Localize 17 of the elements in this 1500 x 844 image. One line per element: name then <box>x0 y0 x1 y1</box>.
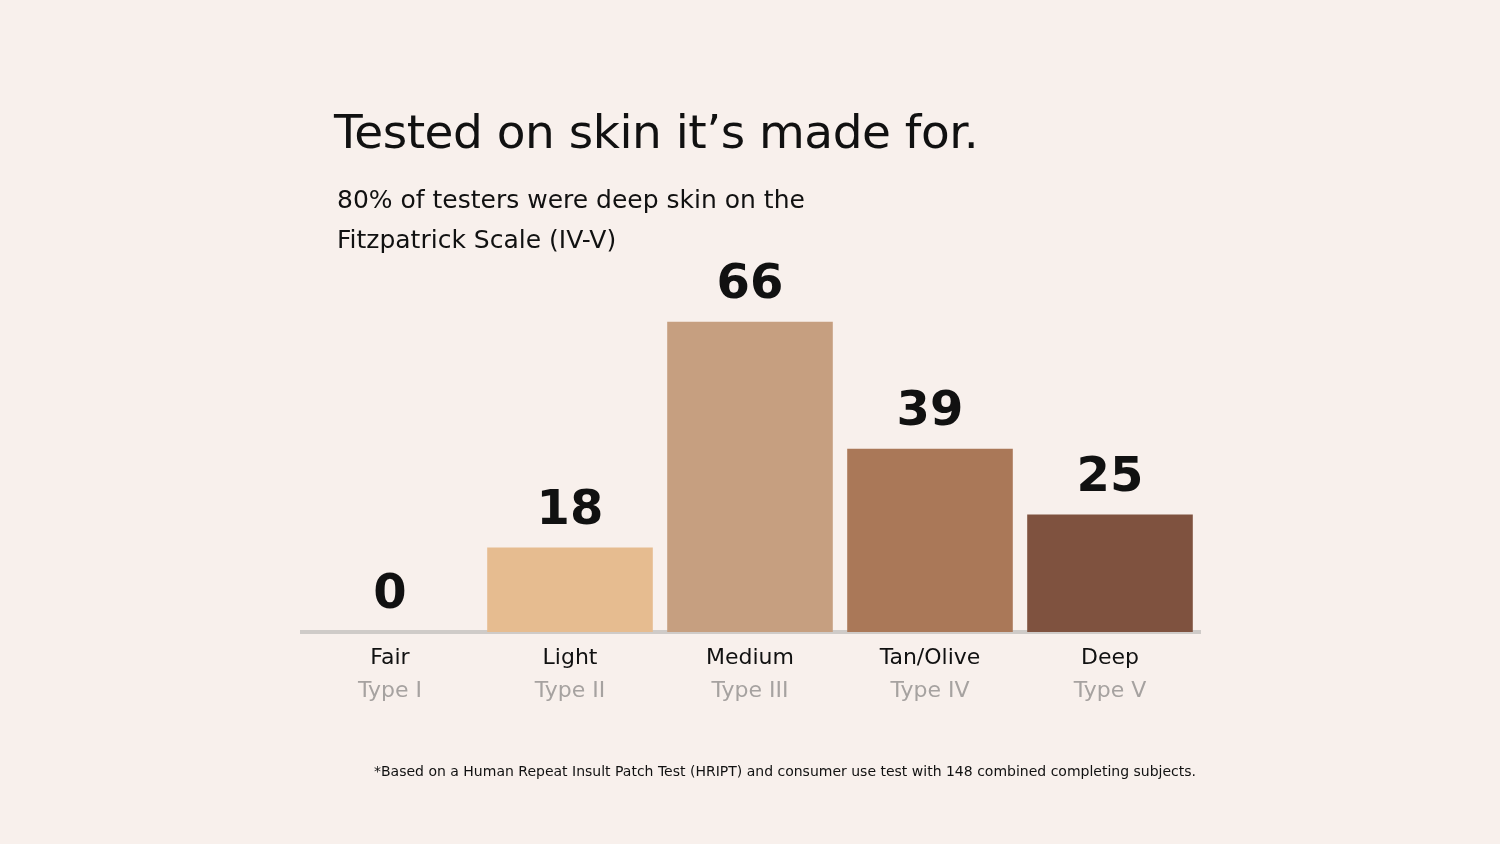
data-label: 66 <box>716 253 784 310</box>
data-label: 39 <box>896 380 964 437</box>
data-label: 25 <box>1076 445 1144 502</box>
x-tick-label: Tan/Olive Type IV <box>878 644 981 703</box>
x-tick-label: Medium Type III <box>706 644 794 703</box>
bar <box>667 321 833 632</box>
x-tick-label: Fair Type I <box>356 644 423 703</box>
x-tick-label: Deep Type V <box>1072 644 1147 703</box>
bar <box>847 448 1013 632</box>
text: *Based on a Human Repeat Insult Patch Test (HRIPT) and consumer use test with 148 combined completing subjects. <box>373 763 1197 779</box>
bar <box>1027 514 1193 632</box>
data-label: 0 <box>373 563 407 620</box>
chart-title: Tested on skin it’s made for. <box>334 104 979 159</box>
data-label: 18 <box>536 478 604 535</box>
x-tick-label: Light Type II <box>533 644 606 703</box>
chart-subtitle: 80% of testers were deep skin on the Fitzpatrick Scale (IV-V) <box>337 185 805 254</box>
bar <box>487 547 653 632</box>
